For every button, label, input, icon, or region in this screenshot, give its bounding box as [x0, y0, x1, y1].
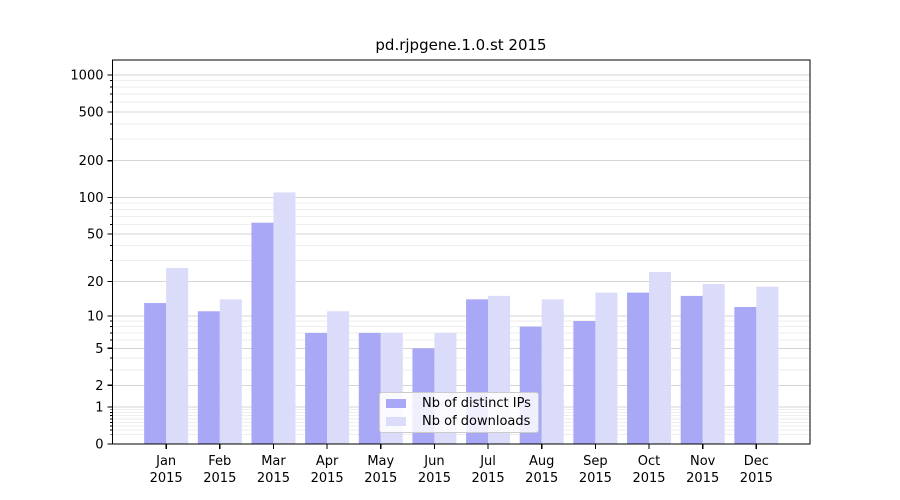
chart-title: pd.rjpgene.1.0.st 2015 — [375, 36, 547, 54]
y-tick-label: 100 — [79, 191, 104, 206]
legend-label-downloads: Nb of downloads — [422, 413, 531, 429]
bar-sep-downloads — [595, 292, 618, 444]
bar-mar-downloads — [273, 192, 296, 444]
bar-sep-distinct-ips — [573, 321, 596, 444]
bar-mar-distinct-ips — [251, 222, 274, 444]
bar-jan-distinct-ips — [144, 303, 167, 444]
bar-nov-downloads — [702, 283, 725, 444]
bar-apr-distinct-ips — [305, 332, 328, 444]
x-tick-label-mar: Mar 2015 — [257, 454, 290, 486]
y-tick-label: 1 — [95, 400, 103, 415]
bar-dec-downloads — [756, 286, 779, 444]
y-tick-label: 0 — [95, 438, 103, 453]
bar-dec-distinct-ips — [734, 306, 757, 444]
y-tick-label: 200 — [79, 154, 104, 169]
bar-nov-distinct-ips — [680, 295, 703, 444]
x-tick-label-jun: Jun 2015 — [418, 454, 451, 486]
bar-oct-distinct-ips — [627, 292, 650, 444]
y-tick-label: 20 — [87, 275, 104, 290]
y-tick-label: 50 — [87, 227, 104, 242]
bar-jan-downloads — [166, 267, 189, 444]
x-tick-label-sep: Sep 2015 — [579, 454, 612, 486]
legend-row-distinct-ips: Nb of distinct IPs — [386, 395, 531, 412]
y-tick-label: 500 — [79, 105, 104, 120]
y-tick-label: 2 — [95, 379, 103, 394]
x-tick-label-may: May 2015 — [364, 454, 397, 486]
legend-swatch-downloads-icon — [386, 416, 406, 426]
x-tick-label-jan: Jan 2015 — [150, 454, 183, 486]
bar-apr-downloads — [327, 311, 350, 444]
x-tick-label-oct: Oct 2015 — [632, 454, 665, 486]
plot-border — [111, 59, 811, 445]
bar-aug-downloads — [541, 299, 564, 444]
x-tick-label-dec: Dec 2015 — [740, 454, 773, 486]
legend: Nb of distinct IPs Nb of downloads — [379, 392, 539, 433]
y-tick-label: 5 — [95, 342, 103, 357]
x-tick-label-nov: Nov 2015 — [686, 454, 719, 486]
legend-label-distinct-ips: Nb of distinct IPs — [422, 396, 531, 412]
x-tick-label-feb: Feb 2015 — [203, 454, 236, 486]
legend-row-downloads: Nb of downloads — [386, 413, 531, 430]
bar-feb-distinct-ips — [197, 311, 220, 444]
x-tick-label-aug: Aug 2015 — [525, 454, 558, 486]
bar-feb-downloads — [219, 299, 242, 444]
y-tick-label: 10 — [87, 309, 104, 324]
legend-swatch-distinct-ips-icon — [386, 399, 406, 409]
bar-may-distinct-ips — [358, 332, 381, 444]
x-tick-label-apr: Apr 2015 — [311, 454, 344, 486]
y-tick-label: 1000 — [70, 68, 103, 83]
x-tick-label-jul: Jul 2015 — [472, 454, 505, 486]
bar-oct-downloads — [649, 272, 672, 444]
